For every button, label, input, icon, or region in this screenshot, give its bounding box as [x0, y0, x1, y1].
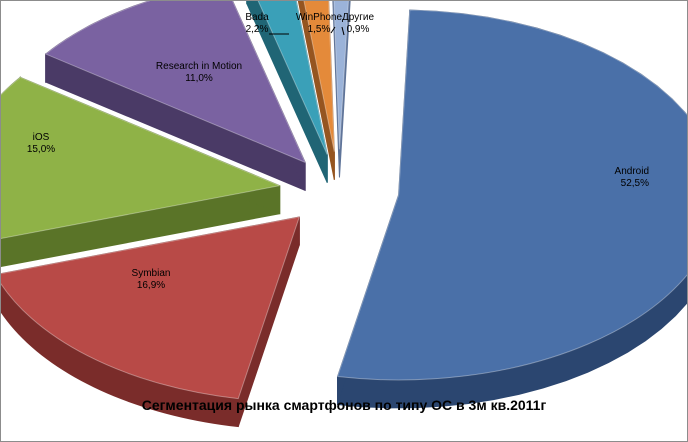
pie-slice-android [336, 9, 687, 381]
pie-slice-symbian [1, 216, 301, 400]
pie-slice-ios [1, 76, 282, 240]
slice-label-bada: Bada [245, 12, 269, 23]
pie-slice-bada [257, 1, 328, 155]
leader-line [341, 26, 345, 36]
slice-label-winphone: WinPhone [296, 12, 343, 23]
slice-value-android: 52,5% [621, 178, 649, 189]
leader-line [330, 26, 336, 34]
pie-slice-research-in-motion [44, 1, 307, 164]
slice-label-ios: iOS [33, 132, 50, 143]
pie-slice-winphone [303, 1, 335, 152]
slice-label-symbian: Symbian [132, 268, 171, 279]
pie-slice-другие [333, 1, 349, 150]
slice-value-bada: 2,2% [246, 24, 269, 35]
slice-label-android: Android [615, 166, 649, 177]
slice-value-symbian: 16,9% [137, 280, 165, 291]
slice-label-другие: Другие [342, 12, 374, 23]
chart-title: Сегментация рынка смартфонов по типу ОС … [141, 397, 547, 413]
slice-value-другие: 0,9% [347, 24, 370, 35]
slice-value-research-in-motion: 11,0% [185, 73, 213, 84]
slice-label-research-in-motion: Research in Motion [156, 61, 242, 72]
slice-value-winphone: 1,5% [308, 24, 331, 35]
slice-value-ios: 15,0% [27, 144, 55, 155]
